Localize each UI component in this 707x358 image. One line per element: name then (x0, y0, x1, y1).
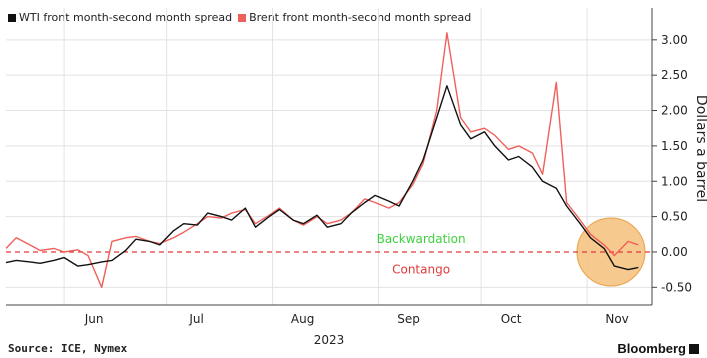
y-tick-label: 3.00 (661, 33, 688, 47)
backwardation-label: Backwardation (377, 232, 466, 246)
brent-swatch-icon (238, 13, 247, 22)
brand: Bloomberg (617, 341, 699, 356)
legend-item-wti: WTI front month-second month spread (8, 11, 232, 24)
bloomberg-logo-icon (689, 343, 699, 354)
source-note: Source: ICE, Nymex (8, 342, 128, 355)
series-layer (5, 32, 639, 288)
annotation-layer: Backwardation Contango (377, 232, 466, 276)
y-tick-label: 2.00 (661, 104, 688, 118)
x-tick-label: Aug (291, 312, 314, 326)
y-tick-label: 2.50 (661, 68, 688, 82)
x-tick-label: Jun (84, 312, 104, 326)
x-tick-label: Jul (188, 312, 203, 326)
x-tick-label: Nov (605, 312, 628, 326)
x-axis-year-label: 2023 (314, 333, 345, 347)
x-tick-label: Sep (397, 312, 420, 326)
y-tick-label: 1.00 (661, 174, 688, 188)
y-tick-label: 1.50 (661, 139, 688, 153)
y-tick-label: 0.50 (661, 210, 688, 224)
wti-series-line (5, 85, 639, 271)
legend: WTI front month-second month spread Bren… (8, 11, 471, 24)
grid (6, 8, 652, 305)
x-tick-label: Oct (501, 312, 522, 326)
brent-series-line (5, 32, 639, 288)
legend-item-brent: Brent front month-second month spread (238, 11, 471, 24)
y-tick-label: 0.00 (661, 245, 688, 259)
contango-label: Contango (392, 263, 450, 277)
legend-label-brent: Brent front month-second month spread (249, 11, 472, 24)
y-axis-title: Dollars a barrel (693, 95, 707, 202)
brand-label: Bloomberg (617, 341, 686, 356)
y-tick-label: -0.50 (661, 280, 692, 294)
axis-layer: 3.00 2.50 2.00 1.50 1.00 0.50 0.00 -0.50 Jun Jul A… (6, 8, 707, 347)
wti-swatch-icon (8, 13, 16, 22)
legend-label-wti: WTI front month-second month spread (19, 11, 233, 24)
